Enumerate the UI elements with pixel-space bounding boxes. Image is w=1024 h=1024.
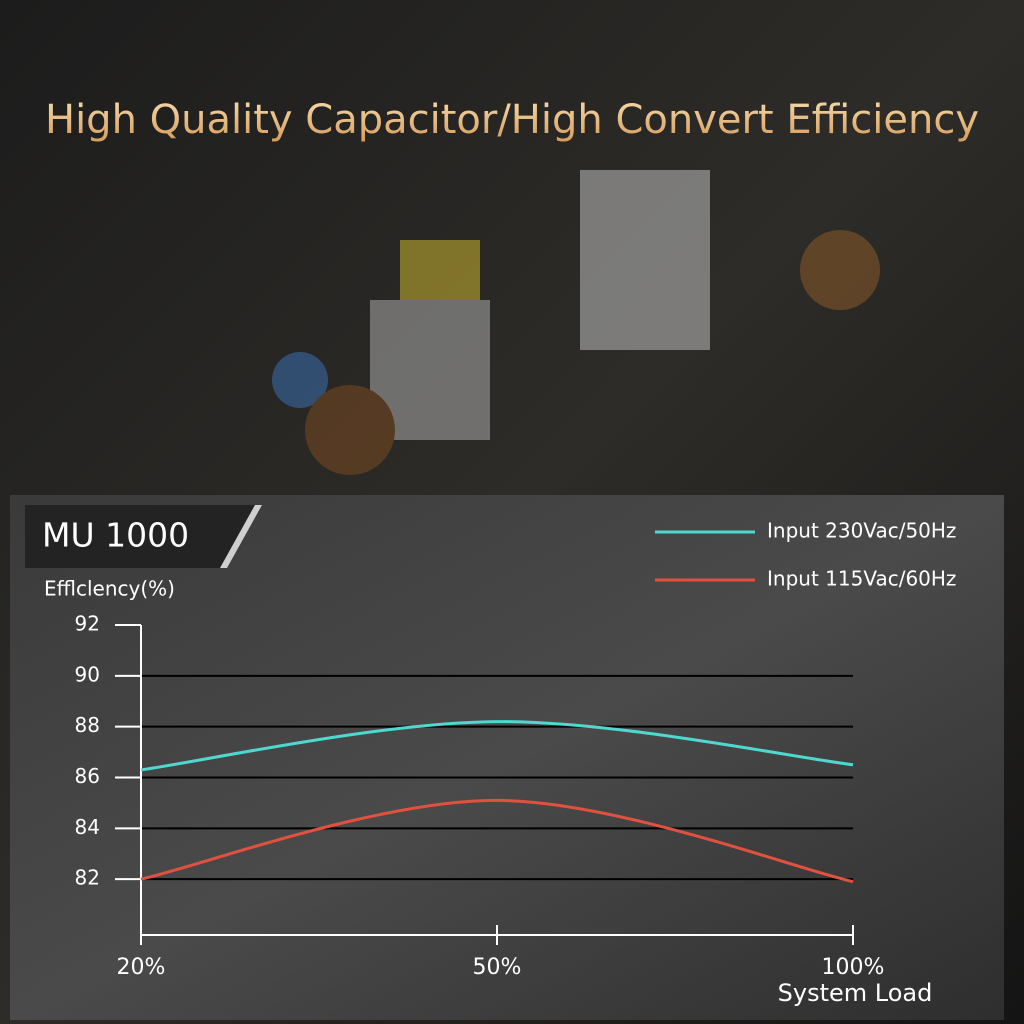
title-badge <box>25 505 255 568</box>
y-tick-label: 92 <box>75 612 100 636</box>
legend-label: Input 230Vac/50Hz <box>767 519 956 543</box>
series-line <box>140 798 854 884</box>
y-tick-label: 84 <box>75 815 100 839</box>
badge-edge <box>220 505 262 568</box>
x-tick-label: 20% <box>117 955 166 980</box>
chart-panel <box>10 495 1004 1020</box>
y-tick-label: 90 <box>75 662 100 686</box>
legend-label: Input 115Vac/60Hz <box>767 567 956 591</box>
heading: High Quality Capacitor/High Convert Effi… <box>45 97 979 143</box>
y-tick-label: 88 <box>75 713 100 737</box>
x-axis-label: System Load <box>778 979 933 1007</box>
y-axis-label: Efflclency(%) <box>44 577 175 601</box>
x-tick-label: 50% <box>473 955 522 980</box>
y-tick-label: 86 <box>75 764 100 788</box>
x-tick-label: 100% <box>822 955 885 980</box>
chart-title: MU 1000 <box>42 516 189 555</box>
series-line <box>140 720 854 772</box>
product-photo <box>272 170 880 475</box>
y-tick-label: 82 <box>75 866 100 890</box>
